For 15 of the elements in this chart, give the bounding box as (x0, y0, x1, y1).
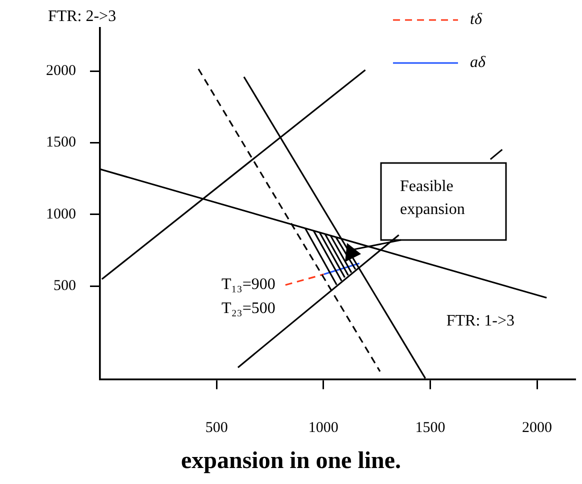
x-tick-label: 500 (205, 420, 228, 436)
x-tick-label: 1000 (308, 420, 338, 436)
annotation: Feasible expansion (400, 178, 465, 218)
y-tick-label: 2000 (46, 62, 76, 79)
y-tick-label: 1500 (46, 134, 76, 151)
y-tick-label: 1000 (46, 206, 76, 222)
x-tick-label: 1500 (415, 420, 446, 436)
x-tick-label: 2000 (522, 420, 552, 436)
y-tick-label: 500 (54, 278, 76, 294)
annotation: T₁₃=900 T₂₃=500 (221, 276, 276, 318)
legend-label: tδ (470, 11, 482, 28)
y-axis-title: FTR: 2->3 (48, 8, 116, 26)
legend-label: aδ (470, 54, 486, 72)
text: expansion in one line. (180, 448, 402, 474)
x-axis-title: FTR: 1->3 (446, 312, 515, 330)
